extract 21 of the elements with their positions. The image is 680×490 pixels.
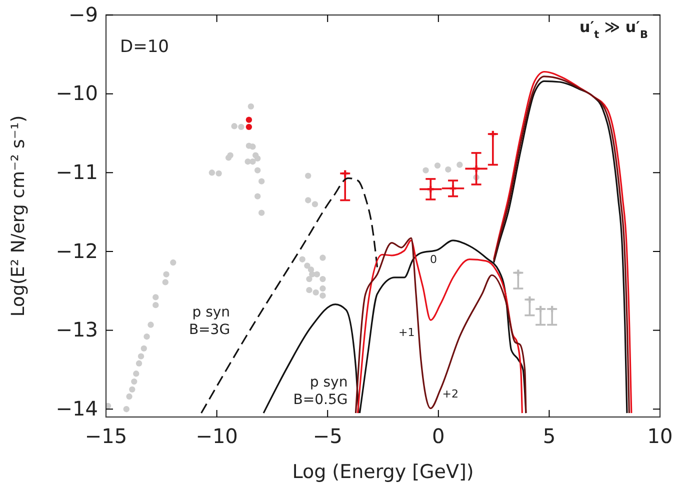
- y-tick-label: −11: [56, 160, 98, 184]
- y-tick-label: −9: [68, 2, 98, 26]
- x-tick-label: 10: [647, 424, 673, 448]
- x-tick-label: −10: [196, 424, 238, 448]
- y-axis-title: Log(E² N/erg cm⁻² s⁻¹): [8, 115, 29, 317]
- annotation: p syn B=3G: [188, 304, 230, 338]
- x-tick-label: −5: [312, 424, 342, 448]
- y-tick-label: −10: [56, 81, 98, 106]
- y-tick-label: −12: [56, 238, 98, 263]
- annotation: 0: [430, 252, 438, 266]
- x-tick-label: 5: [542, 424, 556, 448]
- x-tick-label: −15: [84, 424, 128, 448]
- x-axis-title: Log (Energy [GeV]): [292, 461, 474, 483]
- annotation: p syn B=0.5G: [293, 374, 348, 408]
- x-tick-label: 0: [432, 424, 445, 448]
- annotation: +2: [442, 387, 459, 400]
- y-tick-label: −14: [56, 396, 98, 421]
- annotation: u′$_{t}$ ≫ u′$_{B}$: [580, 18, 648, 41]
- y-tick-label: −13: [56, 318, 98, 342]
- annotation: D=10: [120, 37, 169, 57]
- annotation: +1: [398, 326, 415, 340]
